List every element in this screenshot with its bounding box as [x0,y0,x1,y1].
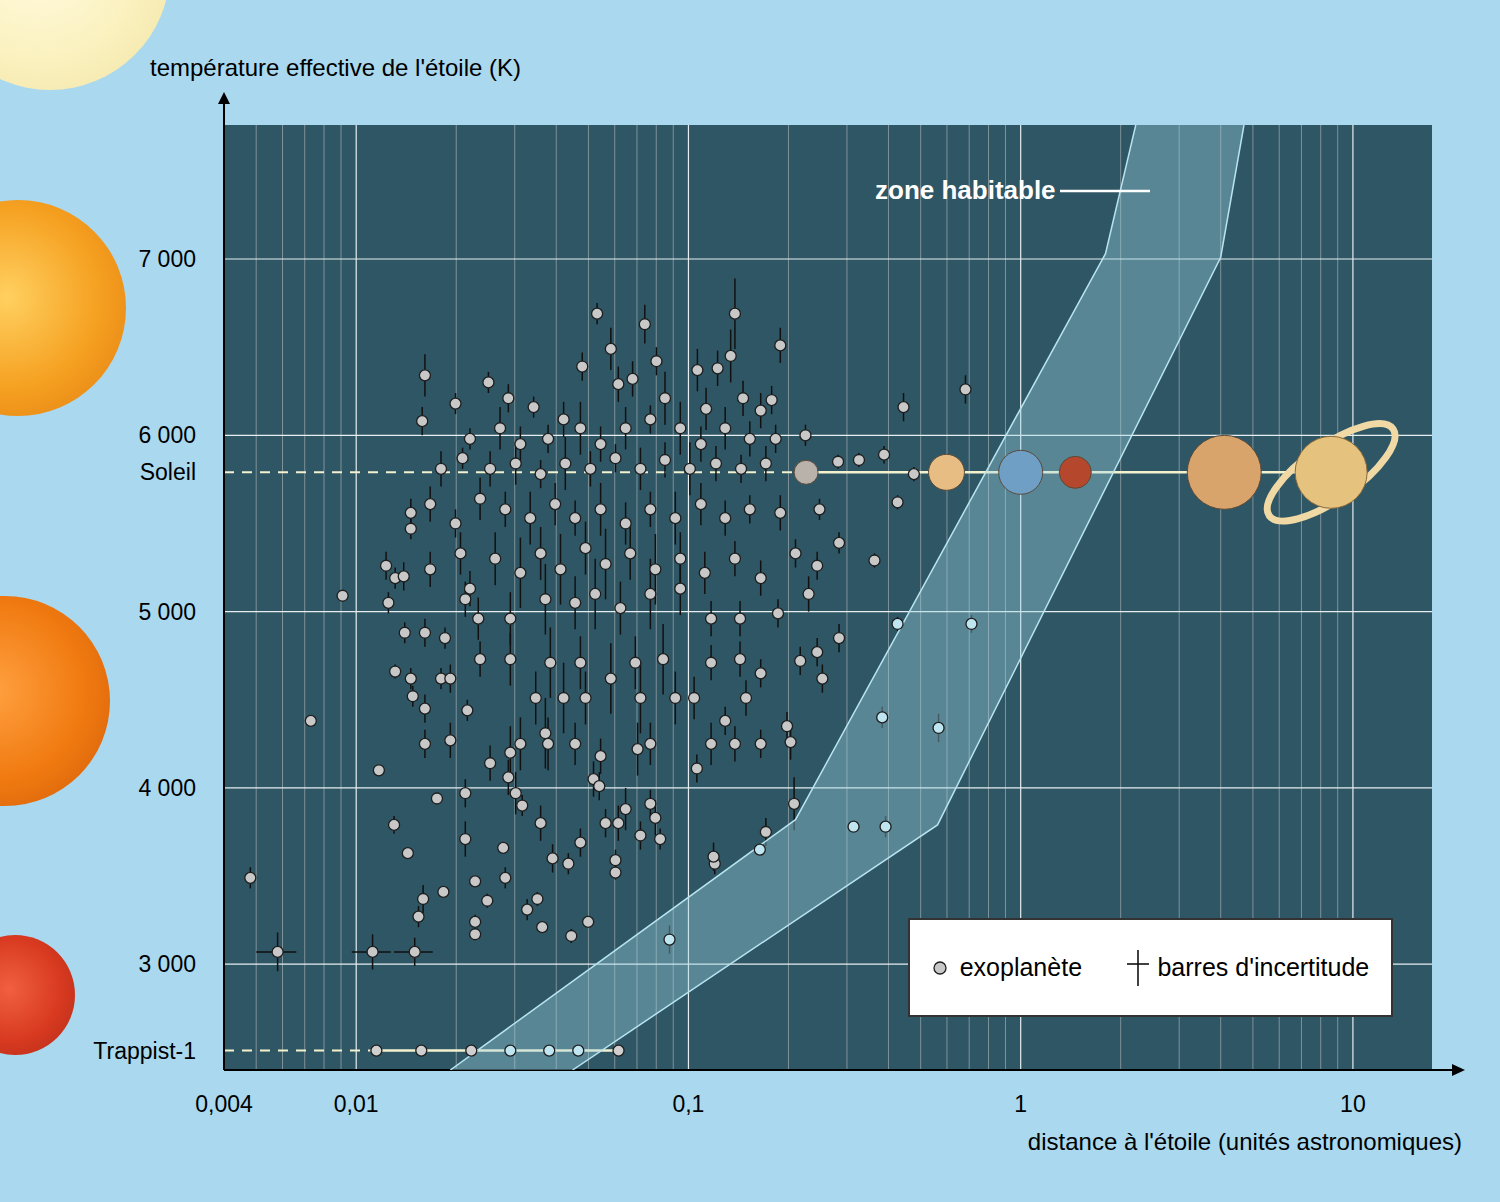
html-text:exoplanète: exoplanète [959,953,1082,981]
html-text:distance à l'étoile (unités as: distance à l'étoile (unités astronomique… [1027,1128,1462,1155]
svg-text:5 000: 5 000 [138,599,196,625]
svg-text:7 000: 7 000 [138,246,196,272]
svg-text:Trappist-1: Trappist-1 [93,1038,196,1064]
svg-text:4 000: 4 000 [138,775,196,801]
html-text:barres d'incertitude: barres d'incertitude [1157,953,1370,981]
svg-text:0,1: 0,1 [672,1091,704,1117]
svg-text:0,01: 0,01 [334,1091,379,1117]
svg-text:3 000: 3 000 [138,951,196,977]
html-text:zone habitable: zone habitable [875,175,1056,205]
svg-text:6 000: 6 000 [138,422,196,448]
svg-text:1: 1 [1014,1091,1027,1117]
svg-text:Soleil: Soleil [140,459,196,485]
svg-text:0,004: 0,004 [195,1091,253,1117]
svg-text:10: 10 [1340,1091,1366,1117]
html-text:température effective de l'éto: température effective de l'étoile (K) [150,54,521,81]
